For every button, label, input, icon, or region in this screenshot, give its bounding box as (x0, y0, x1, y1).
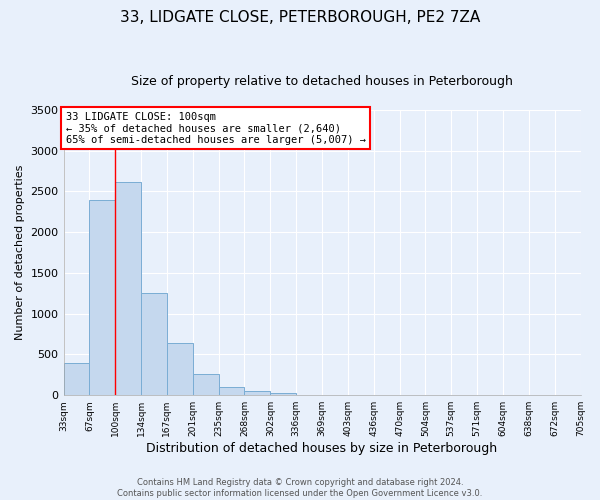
Bar (167, 343, 193, 395)
Text: 33 LIDGATE CLOSE: 100sqm
← 35% of detached houses are smaller (2,640)
65% of sem: 33 LIDGATE CLOSE: 100sqm ← 35% of detach… (65, 112, 365, 145)
X-axis label: Distribution of detached houses by size in Peterborough: Distribution of detached houses by size … (146, 442, 497, 455)
Bar (271, 393, 296, 395)
Title: Size of property relative to detached houses in Peterborough: Size of property relative to detached ho… (131, 75, 513, 88)
Bar (193, 374, 218, 395)
Bar (64, 362, 89, 395)
Bar (89, 200, 115, 395)
Bar (141, 294, 167, 395)
Bar (244, 390, 271, 395)
Text: Contains HM Land Registry data © Crown copyright and database right 2024.
Contai: Contains HM Land Registry data © Crown c… (118, 478, 482, 498)
Y-axis label: Number of detached properties: Number of detached properties (15, 165, 25, 340)
Text: 33, LIDGATE CLOSE, PETERBOROUGH, PE2 7ZA: 33, LIDGATE CLOSE, PETERBOROUGH, PE2 7ZA (120, 10, 480, 25)
Bar (218, 387, 244, 395)
Bar (115, 182, 141, 395)
